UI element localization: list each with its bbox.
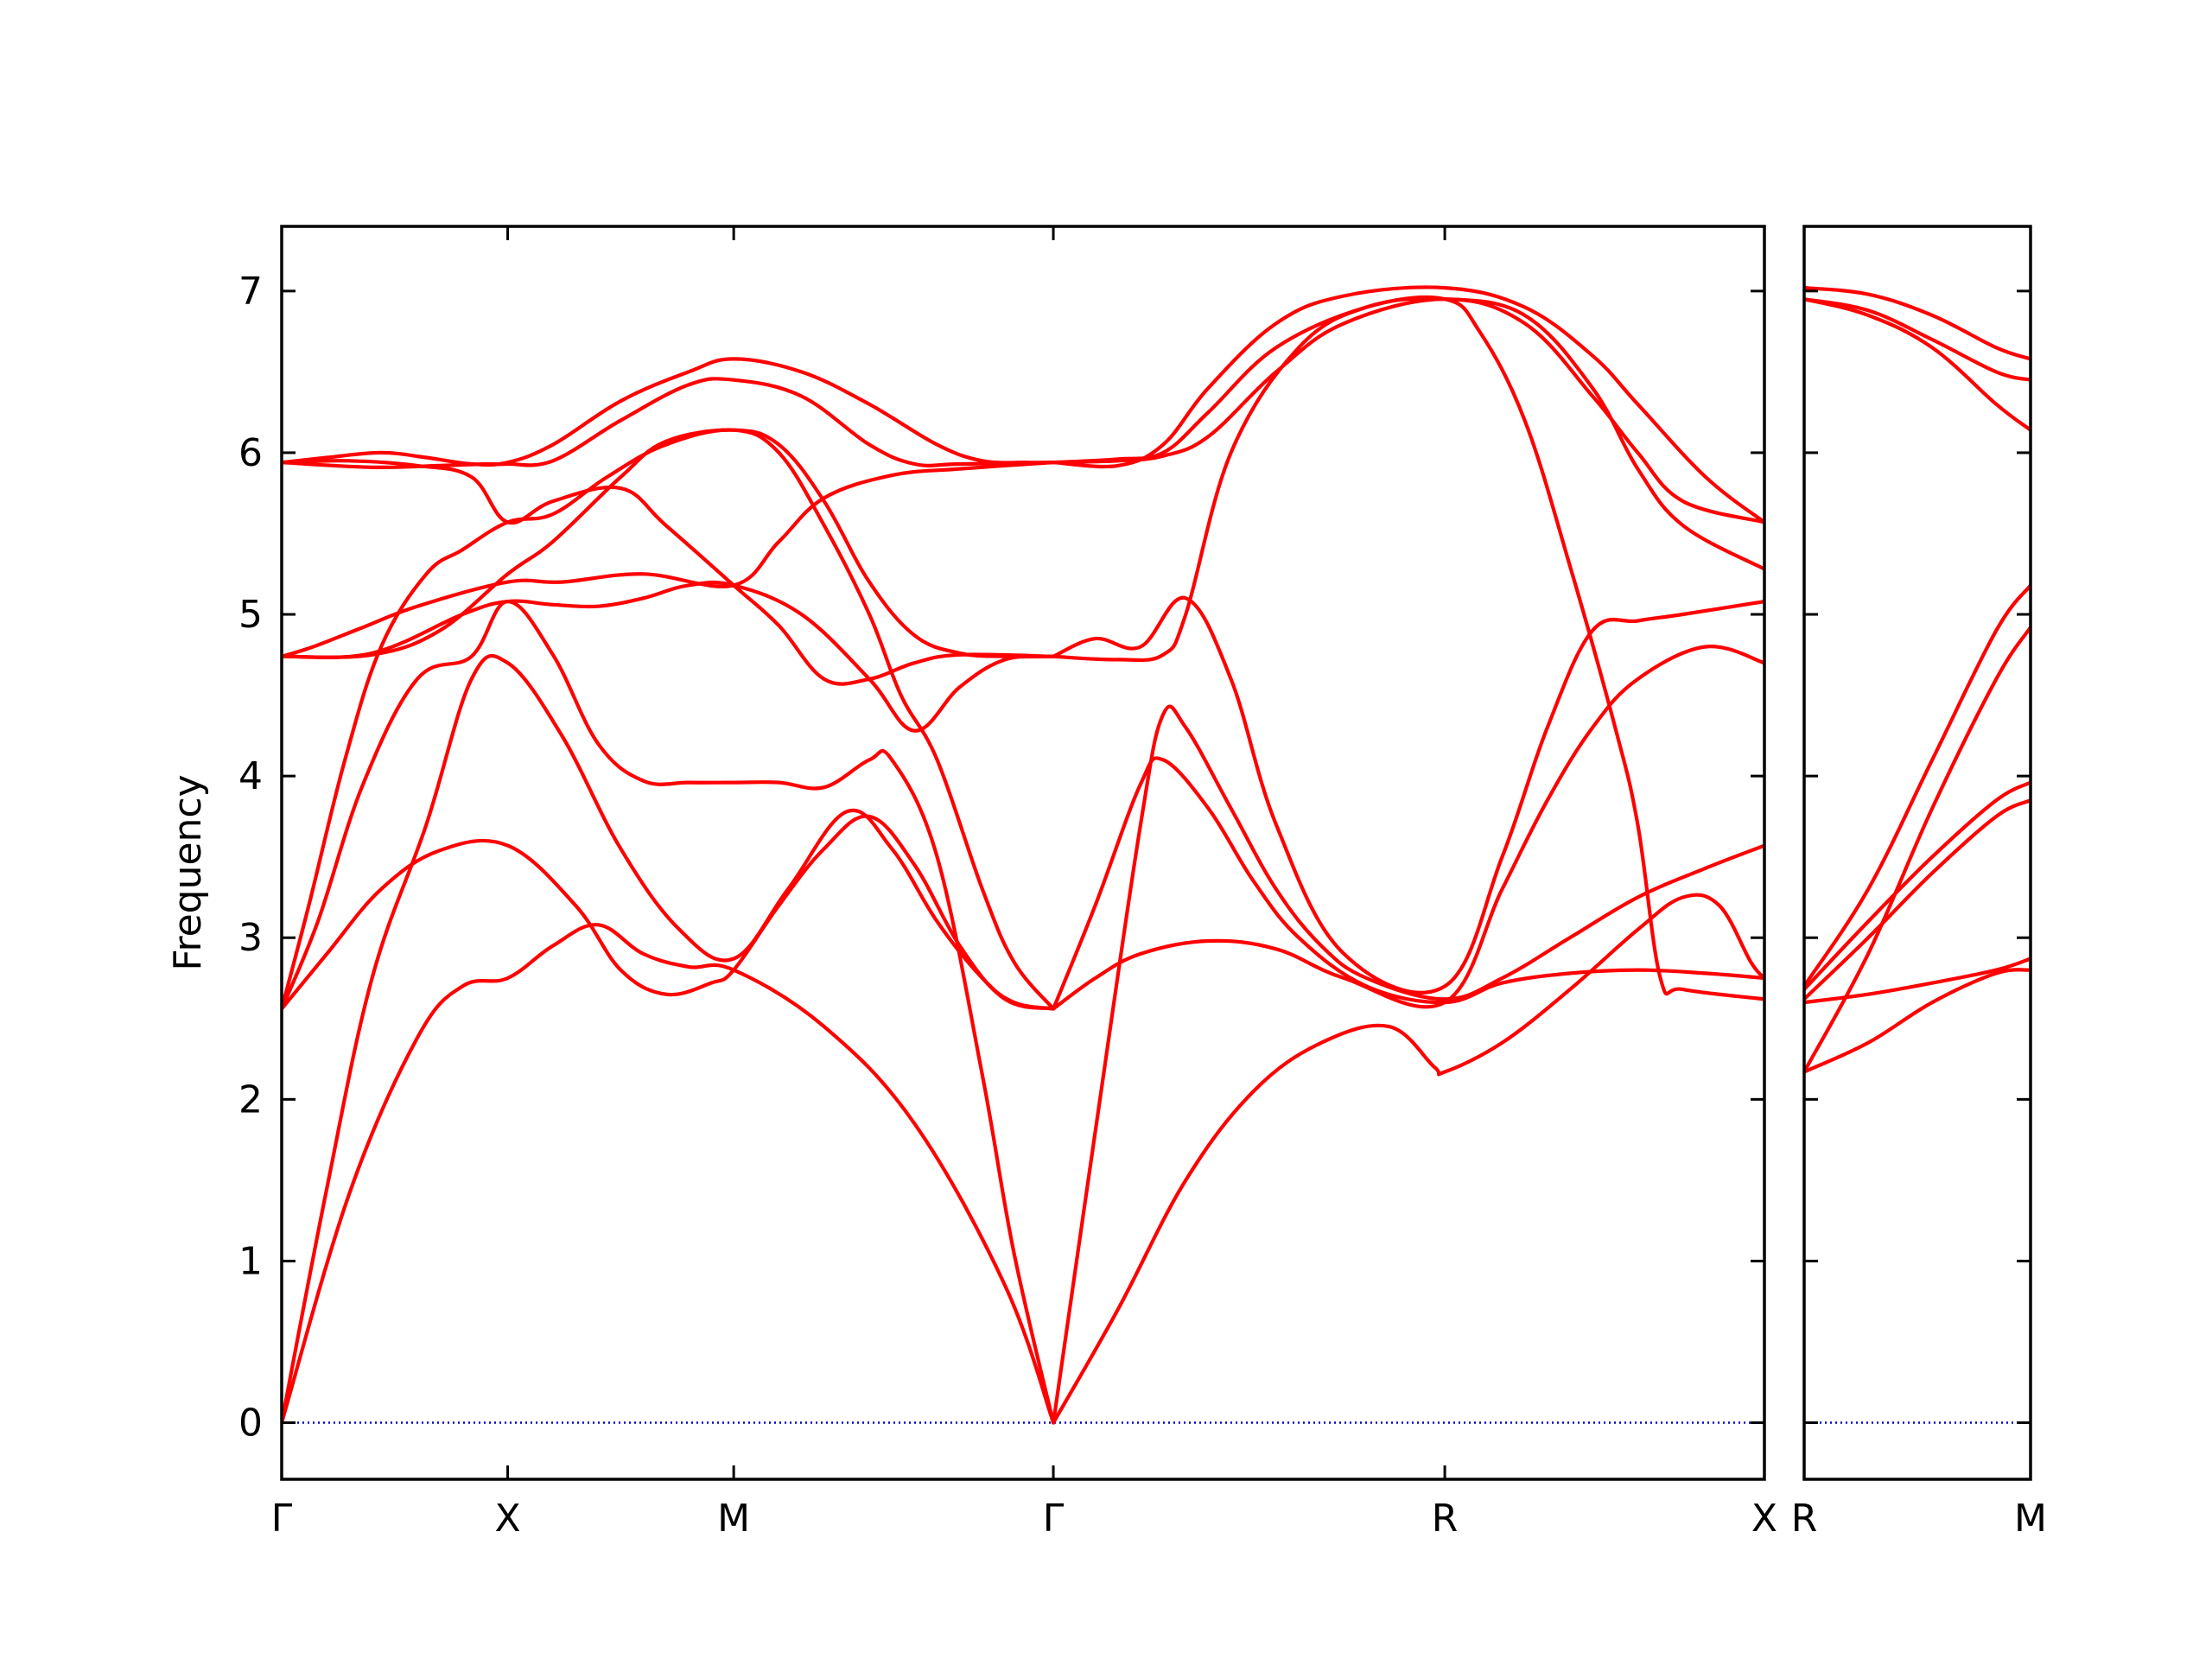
bands-group	[282, 285, 1764, 1425]
x-tick-label: R	[1791, 1497, 1818, 1541]
x-tick-label: X	[1751, 1497, 1777, 1541]
x-tick-label: Γ	[271, 1497, 293, 1541]
band-4-line	[282, 599, 1056, 1425]
band-3-line	[1804, 957, 2031, 1005]
x-tick-label: R	[1432, 1497, 1459, 1541]
band-5-line	[1804, 780, 2031, 992]
band-20-line	[1052, 295, 1764, 1001]
band-5-line	[282, 428, 1056, 1011]
band-12-line	[1052, 893, 1764, 1425]
y-tick-label: 2	[238, 1077, 263, 1122]
x-tick-label: X	[494, 1497, 520, 1541]
band-9-line	[282, 459, 1056, 686]
x-tick-label: M	[717, 1497, 750, 1541]
band-3-line	[282, 814, 1056, 1011]
band-15-line	[1052, 645, 1764, 1011]
y-tick-label: 1	[238, 1239, 263, 1283]
x-tick-label: M	[2014, 1497, 2047, 1541]
band-2-line	[1804, 625, 2031, 1074]
band-8-line	[282, 461, 1056, 658]
panel-frame	[1802, 225, 2032, 1481]
band-2-line	[282, 653, 1056, 1425]
band-6-line	[1804, 583, 2031, 988]
band-7-line	[282, 428, 1056, 659]
y-tick-label: 3	[238, 916, 263, 960]
panel-frame	[280, 225, 1766, 1481]
band-9-line	[1804, 286, 2031, 361]
band-18-line	[1052, 297, 1764, 524]
y-tick-label: 5	[238, 593, 263, 637]
y-tick-label: 7	[238, 270, 263, 314]
band-10-line	[282, 357, 1056, 467]
y-tick-label: 4	[238, 754, 263, 798]
band-11-line	[282, 377, 1056, 470]
band-16-line	[1052, 595, 1764, 995]
band-1-line	[1804, 968, 2031, 1074]
band-7-line	[1804, 297, 2031, 432]
y-tick-label: 6	[238, 431, 263, 475]
band-13-line	[1052, 704, 1764, 1425]
y-tick-label: 0	[238, 1402, 263, 1446]
band-4-line	[1804, 798, 2031, 1001]
panel-1: 0 1 2 3 4 5 6 7 Γ X M Γ R X	[238, 225, 1777, 1541]
bands-group	[1804, 286, 2031, 1074]
band-14-line	[1052, 756, 1764, 1011]
band-1-line	[282, 923, 1056, 1425]
band-19-line	[1052, 285, 1764, 524]
band-8-line	[1804, 297, 2031, 382]
y-axis-label: Frequency	[166, 774, 210, 970]
x-tick-label: Γ	[1043, 1497, 1065, 1541]
